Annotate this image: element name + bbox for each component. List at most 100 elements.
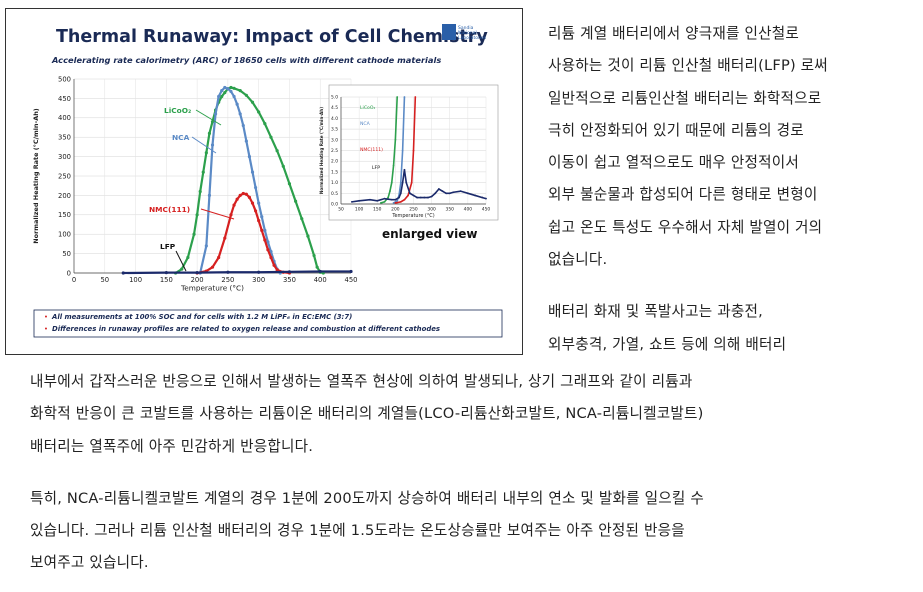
data-point: [223, 236, 227, 240]
data-point: [398, 196, 400, 199]
data-point: [229, 213, 233, 217]
data-point: [405, 181, 408, 184]
data-point: [260, 215, 264, 219]
side-paragraph-2: 배터리 화재 및 폭발사고는 과충전, 외부충격, 가열, 쇼트 등에 의해 배…: [548, 296, 913, 361]
body-paragraph-1: 내부에서 갑작스러운 반응으로 인해서 발생하는 열폭주 현상에 의하여 발생되…: [30, 366, 910, 463]
data-point: [201, 170, 205, 174]
data-point: [226, 87, 230, 91]
inset-label-nmc: NMC(111): [360, 147, 383, 153]
series-line-3: [351, 169, 487, 203]
data-point: [403, 96, 406, 98]
data-point: [244, 139, 248, 143]
data-point: [287, 182, 292, 186]
data-point: [235, 102, 239, 106]
data-point: [195, 271, 199, 275]
data-point: [238, 89, 242, 93]
figure-panel: Thermal Runaway: Impact of Cell Chemistr…: [5, 8, 523, 355]
side-line: 이동이 쉽고 열적으로도 매우 안정적이서: [548, 154, 800, 172]
data-point: [403, 168, 406, 171]
data-point: [220, 89, 224, 93]
x-tick-label: 450: [345, 276, 358, 284]
inset-label-licoo2: LiCoO₂: [360, 105, 375, 111]
y-tick-label: 350: [58, 134, 71, 142]
data-point: [241, 123, 245, 128]
y-axis-label: Normalized Heating Rate (°C/min-Ah): [319, 107, 324, 194]
x-tick-label: 350: [446, 206, 455, 212]
logo-line-1: Sandia: [458, 25, 474, 31]
data-point: [394, 202, 397, 204]
y-tick-label: 50: [62, 250, 71, 258]
y-tick-label: 3.5: [331, 127, 338, 133]
data-point: [437, 188, 440, 190]
body-line: 보여주고 있습니다.: [30, 554, 149, 572]
data-point: [383, 197, 386, 200]
data-point: [204, 151, 208, 155]
data-point: [275, 268, 279, 272]
data-point: [459, 190, 462, 193]
data-point: [229, 85, 233, 90]
y-tick-label: 200: [58, 192, 71, 200]
y-tick-label: 0.5: [331, 191, 338, 197]
label-pointer: [191, 136, 217, 154]
data-point: [416, 196, 419, 199]
side-text: 리튬 계열 배터리에서 양극재를 인산철로 사용하는 것이 리튬 인산철 배터리…: [548, 18, 913, 361]
data-point: [223, 85, 227, 90]
x-tick-label: 200: [391, 206, 400, 212]
data-point: [300, 217, 304, 221]
x-tick-label: 100: [129, 276, 142, 284]
body-line: 화학적 반응이 큰 코발트를 사용하는 리튬이온 배터리의 계열들(LCO-리튬…: [30, 405, 704, 423]
data-point: [399, 181, 402, 184]
x-tick-label: 350: [283, 276, 296, 284]
y-tick-label: 150: [58, 211, 71, 219]
side-line: 극히 안정화되어 있기 때문에 리튬의 경로: [548, 121, 804, 139]
y-tick-label: 5.0: [331, 95, 338, 101]
data-point: [396, 96, 399, 98]
data-point: [229, 89, 233, 94]
inset-label-lfp: LFP: [372, 165, 380, 171]
body-text: 내부에서 갑작스러운 반응으로 인해서 발생하는 열폭주 현상에 의하여 발생되…: [30, 366, 910, 580]
enlarged-view-label: enlarged view: [382, 227, 477, 241]
data-point: [401, 181, 404, 184]
x-tick-label: 50: [338, 206, 344, 212]
x-tick-label: 400: [464, 206, 473, 212]
y-tick-label: 3.0: [331, 137, 338, 143]
x-tick-label: 250: [409, 206, 418, 212]
data-point: [263, 238, 267, 242]
side-line: 없습니다.: [548, 251, 608, 269]
series-label-nca: NCA: [172, 133, 190, 142]
data-point: [241, 191, 245, 196]
data-point: [213, 112, 218, 116]
data-point: [466, 192, 469, 195]
data-point: [452, 191, 455, 194]
y-tick-label: 0: [67, 269, 71, 277]
data-point: [387, 196, 390, 199]
series-line-0: [174, 86, 324, 275]
data-point: [390, 198, 393, 201]
data-point: [266, 248, 270, 252]
side-line: 쉽고 온도 특성도 우수해서 자체 발열이 거의: [548, 218, 823, 236]
data-point: [235, 197, 239, 201]
data-point: [389, 190, 391, 193]
y-tick-label: 400: [58, 114, 71, 122]
note-1: All measurements at 100% SOC and for cel…: [51, 313, 352, 321]
data-point: [399, 192, 402, 195]
body-line: 특히, NCA-리튬니켈코발트 계열의 경우 1분에 200도까지 상승하여 배…: [30, 489, 704, 507]
data-point: [269, 255, 273, 260]
data-point: [269, 135, 273, 139]
series-line-0: [380, 96, 398, 204]
data-point: [281, 164, 285, 168]
data-point: [396, 199, 399, 202]
data-point: [257, 270, 261, 274]
data-point: [232, 203, 236, 207]
side-line: 외부충격, 가열, 쇼트 등에 의해 배터리: [548, 335, 787, 353]
data-point: [186, 255, 190, 260]
figure-svg: Thermal Runaway: Impact of Cell Chemistr…: [32, 24, 503, 338]
side-line: 배터리 화재 및 폭발사고는 과충전,: [548, 303, 763, 321]
data-point: [434, 192, 437, 195]
y-tick-label: 250: [58, 172, 71, 180]
series-label-licoo2: LiCoO₂: [164, 106, 191, 115]
x-tick-label: 50: [100, 276, 109, 284]
y-tick-label: 4.5: [331, 105, 338, 111]
notes-box: [33, 309, 503, 338]
data-point: [253, 186, 258, 190]
